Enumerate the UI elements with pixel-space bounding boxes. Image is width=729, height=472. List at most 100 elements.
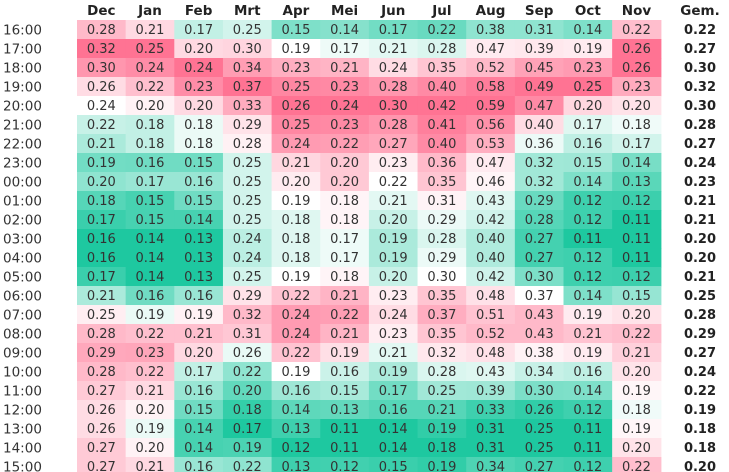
heatmap-cell (417, 96, 467, 116)
cell-value: 0.52 (476, 61, 505, 76)
cell-value: 0.17 (184, 23, 213, 38)
cell-value: 0.26 (233, 346, 262, 361)
cell-value: 0.25 (233, 213, 262, 228)
cell-value: 0.37 (427, 308, 456, 323)
heatmap-cell (77, 96, 127, 116)
heatmap-cell (417, 229, 467, 249)
cell-value: 0.43 (476, 365, 505, 380)
heatmap-cell (125, 457, 175, 472)
cell-value: 0.27 (525, 251, 554, 266)
row-average: 0.23 (684, 175, 716, 190)
heatmap-cell (320, 20, 370, 40)
cell-value: 0.19 (379, 251, 408, 266)
cell-value: 0.20 (184, 42, 213, 57)
cell-value: 0.13 (330, 403, 359, 418)
heatmap-cell (222, 286, 273, 306)
cell-value: 0.26 (622, 42, 651, 57)
cell-value: 0.42 (476, 270, 505, 285)
heatmap-cell (174, 438, 224, 458)
heatmap-cell (125, 58, 175, 78)
heatmap-cell (125, 115, 175, 135)
cell-value: 0.51 (476, 308, 505, 323)
cell-value: 0.24 (330, 99, 359, 114)
cell-value: 0.22 (622, 327, 651, 342)
heatmap-cell (271, 362, 321, 382)
heatmap-cell (320, 39, 370, 59)
heatmap-cell (125, 381, 175, 401)
heatmap-cell (514, 191, 565, 211)
cell-value: 0.43 (476, 194, 505, 209)
heatmap-cell (417, 381, 467, 401)
cell-value: 0.22 (281, 346, 310, 361)
cell-value: 0.12 (573, 270, 602, 285)
cell-value: 0.25 (233, 156, 262, 171)
cell-value: 0.20 (622, 441, 651, 456)
cell-value: 0.22 (622, 23, 651, 38)
cell-value: 0.15 (135, 194, 164, 209)
heatmap-cell (125, 305, 175, 325)
cell-value: 0.19 (281, 270, 310, 285)
cell-value: 0.13 (184, 270, 213, 285)
heatmap-cell (77, 381, 127, 401)
heatmap-cell (514, 400, 565, 420)
cell-value: 0.15 (281, 23, 310, 38)
heatmap-cell (612, 362, 662, 382)
heatmap-cell (320, 286, 370, 306)
heatmap-cell (612, 324, 662, 344)
cell-value: 0.16 (135, 156, 164, 171)
heatmap-cell (563, 172, 613, 192)
heatmap-cell (271, 172, 321, 192)
heatmap-cell (271, 324, 321, 344)
heatmap-cell (563, 343, 613, 363)
cell-value: 0.28 (427, 232, 456, 247)
heatmap-cell (514, 153, 565, 173)
heatmap-cell (466, 210, 516, 230)
cell-value: 0.28 (427, 42, 456, 57)
heatmap-cell (77, 58, 127, 78)
heatmap-cell (222, 305, 273, 325)
heatmap-cell (222, 115, 273, 135)
cell-value: 0.16 (184, 175, 213, 190)
heatmap-cell (174, 248, 224, 268)
cell-value: 0.17 (184, 365, 213, 380)
cell-value: 0.15 (622, 289, 651, 304)
heatmap-cell (612, 438, 662, 458)
cell-value: 0.56 (476, 118, 505, 133)
cell-value: 0.21 (573, 327, 602, 342)
heatmap-cell (466, 438, 516, 458)
cell-value: 0.13 (281, 422, 310, 437)
cell-value: 0.48 (476, 289, 505, 304)
heatmap-cell (514, 324, 565, 344)
heatmap-cell (563, 438, 613, 458)
heatmap-cell (174, 153, 224, 173)
column-header: Feb (185, 3, 213, 19)
cell-value: 0.14 (379, 441, 408, 456)
cell-value: 0.14 (573, 23, 602, 38)
row-label: 17:00 (3, 42, 42, 58)
heatmap-cell (368, 457, 419, 472)
heatmap-cell (222, 362, 273, 382)
heatmap-cell (417, 191, 467, 211)
heatmap-cell (320, 324, 370, 344)
cell-value: 0.40 (476, 251, 505, 266)
cell-value: 0.21 (281, 156, 310, 171)
cell-value: 0.32 (525, 156, 554, 171)
heatmap-cell (417, 20, 467, 40)
cell-value: 0.19 (622, 422, 651, 437)
heatmap-cell (125, 343, 175, 363)
cell-value: 0.27 (87, 441, 116, 456)
cell-value: 0.11 (622, 213, 651, 228)
average-column-header: Gem. (680, 3, 719, 19)
column-header: Apr (283, 3, 310, 19)
heatmap-cell (320, 172, 370, 192)
cell-value: 0.26 (281, 99, 310, 114)
heatmap-cell (466, 457, 516, 472)
cell-value: 0.18 (330, 194, 359, 209)
cell-value: 0.47 (476, 156, 505, 171)
cell-value: 0.21 (427, 403, 456, 418)
row-label: 03:00 (3, 232, 42, 248)
heatmap-cell (563, 324, 613, 344)
heatmap-cell (612, 457, 662, 472)
cell-value: 0.13 (281, 460, 310, 472)
heatmap-cell (514, 438, 565, 458)
